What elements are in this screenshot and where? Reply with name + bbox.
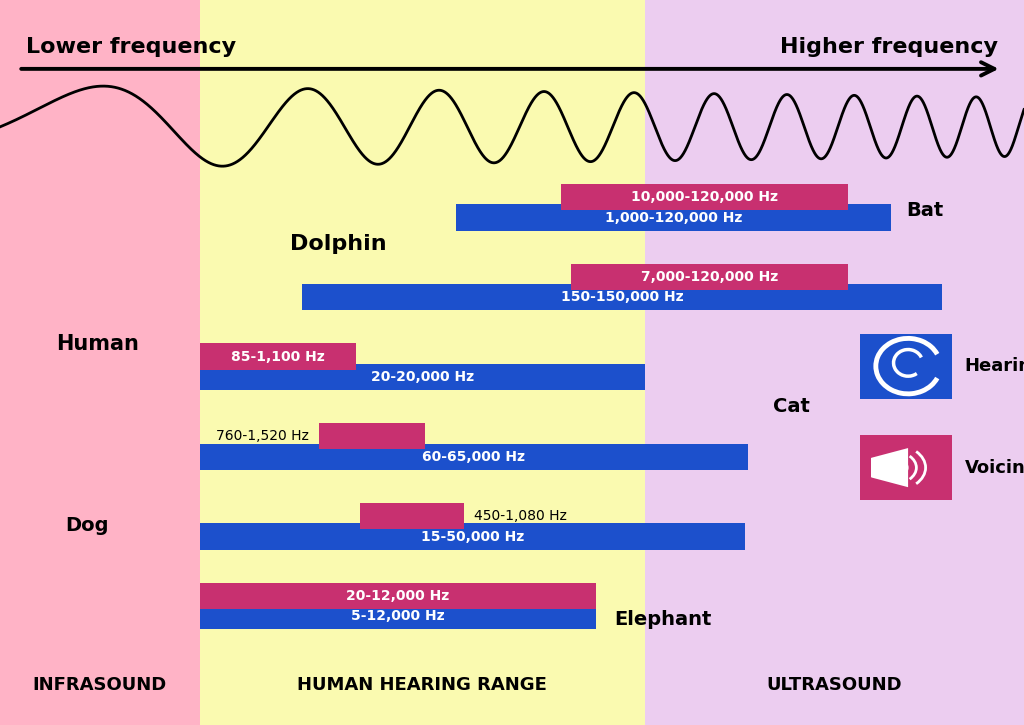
Bar: [645, 0, 1024, 725]
Bar: [200, 0, 645, 725]
Text: 450-1,080 Hz: 450-1,080 Hz: [474, 509, 567, 523]
Text: 15-50,000 Hz: 15-50,000 Hz: [421, 529, 524, 544]
Text: Cat: Cat: [773, 397, 810, 415]
Bar: [200, 523, 745, 550]
Bar: [200, 344, 356, 370]
Bar: [456, 204, 891, 231]
Text: 760-1,520 Hz: 760-1,520 Hz: [216, 429, 309, 443]
Bar: [871, 458, 890, 478]
Text: Dolphin: Dolphin: [290, 234, 386, 254]
Text: Human: Human: [56, 334, 138, 355]
Text: 20-12,000 Hz: 20-12,000 Hz: [346, 589, 450, 602]
Bar: [571, 264, 848, 290]
Text: Higher frequency: Higher frequency: [780, 37, 998, 57]
Text: Dog: Dog: [66, 516, 109, 535]
Text: Lower frequency: Lower frequency: [26, 37, 236, 57]
Text: 85-1,100 Hz: 85-1,100 Hz: [231, 349, 325, 363]
Polygon shape: [871, 448, 908, 487]
Bar: [302, 284, 942, 310]
Bar: [561, 184, 848, 210]
Text: ULTRASOUND: ULTRASOUND: [767, 676, 902, 694]
Text: 1,000-120,000 Hz: 1,000-120,000 Hz: [604, 210, 742, 225]
Bar: [200, 583, 596, 609]
Text: 7,000-120,000 Hz: 7,000-120,000 Hz: [641, 270, 778, 283]
Text: INFRASOUND: INFRASOUND: [33, 676, 167, 694]
Text: Hearing: Hearing: [965, 357, 1024, 375]
Text: 150-150,000 Hz: 150-150,000 Hz: [561, 290, 683, 304]
Text: HUMAN HEARING RANGE: HUMAN HEARING RANGE: [297, 676, 548, 694]
Text: 10,000-120,000 Hz: 10,000-120,000 Hz: [631, 190, 778, 204]
Bar: [860, 435, 952, 500]
Text: 20-20,000 Hz: 20-20,000 Hz: [371, 370, 474, 384]
Text: Elephant: Elephant: [614, 610, 712, 629]
Text: 60-65,000 Hz: 60-65,000 Hz: [422, 450, 525, 464]
Text: Bat: Bat: [906, 201, 943, 220]
Bar: [360, 503, 464, 529]
Text: 5-12,000 Hz: 5-12,000 Hz: [351, 609, 444, 624]
Bar: [319, 423, 425, 450]
Bar: [200, 444, 748, 470]
Bar: [200, 364, 645, 390]
Bar: [200, 603, 596, 629]
Text: Voicing: Voicing: [965, 459, 1024, 476]
Bar: [860, 334, 952, 399]
